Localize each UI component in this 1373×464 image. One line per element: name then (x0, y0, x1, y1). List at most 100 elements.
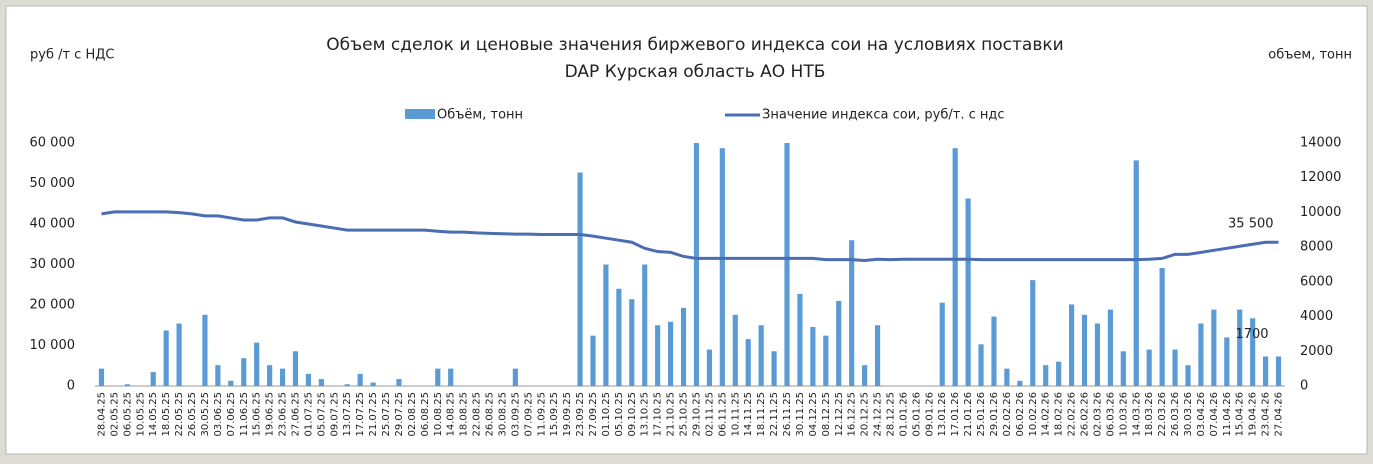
bar (1224, 337, 1230, 386)
x-tick-label: 26.02.26 (1080, 392, 1091, 437)
x-tick-label: 09.07.25 (329, 392, 340, 437)
x-tick-label: 05.10.25 (614, 392, 625, 437)
x-tick-label: 17.07.25 (355, 392, 366, 437)
bar (279, 368, 286, 386)
x-tick-label: 16.12.25 (847, 392, 858, 437)
x-tick-label: 15.06.25 (252, 392, 263, 437)
bar (590, 335, 596, 386)
bar (1237, 309, 1243, 386)
bar (254, 342, 260, 386)
bar (163, 330, 169, 386)
x-tick-label: 01.01.26 (898, 392, 909, 437)
x-tick-label: 23.04.26 (1261, 392, 1272, 437)
bar (668, 321, 674, 386)
chart-frame (5, 5, 1368, 455)
y2-tick-label: 12000 (1300, 170, 1341, 185)
x-tick-label: 01.10.25 (601, 392, 612, 437)
bar (719, 148, 725, 386)
x-tick-label: 26.08.25 (485, 392, 496, 437)
x-tick-label: 14.02.26 (1041, 392, 1052, 437)
x-tick-label: 06.02.26 (1015, 392, 1026, 437)
x-tick-label: 19.09.25 (562, 392, 573, 437)
x-tick-label: 30.11.25 (795, 392, 806, 437)
y2-tick-label: 4000 (1300, 309, 1333, 324)
bar (862, 365, 868, 386)
bar (1030, 280, 1036, 386)
bar (1068, 304, 1075, 386)
bar (176, 323, 182, 386)
bar (991, 316, 997, 386)
annotation: 35 500 (1228, 217, 1274, 232)
y2-tick-label: 10000 (1300, 205, 1341, 220)
x-tick-label: 22.03.26 (1157, 392, 1168, 437)
x-tick-label: 02.05.25 (109, 392, 120, 437)
x-tick-label: 05.01.26 (911, 392, 922, 437)
x-tick-label: 07.04.26 (1209, 392, 1220, 437)
x-tick-label: 10.03.26 (1118, 392, 1129, 437)
x-tick-label: 10.05.25 (135, 392, 146, 437)
bar (396, 379, 402, 386)
x-tick-label: 30.05.25 (200, 392, 211, 437)
bar (241, 358, 247, 386)
x-tick-label: 10.11.25 (730, 392, 741, 437)
bar (1004, 368, 1010, 386)
bar (150, 372, 156, 386)
x-tick-label: 13.07.25 (342, 392, 353, 437)
x-tick-label: 18.11.25 (756, 392, 767, 437)
y2-tick-label: 14000 (1300, 136, 1341, 151)
x-tick-label: 26.11.25 (782, 392, 793, 437)
x-tick-label: 06.11.25 (717, 392, 728, 437)
x-tick-label: 09.01.26 (924, 392, 935, 437)
x-tick-label: 10.08.25 (433, 392, 444, 437)
x-tick-label: 12.12.25 (834, 392, 845, 437)
x-tick-label: 07.06.25 (226, 392, 237, 437)
bar (836, 300, 842, 386)
bar (1120, 351, 1126, 386)
bar (823, 335, 829, 386)
x-tick-label: 02.03.26 (1092, 392, 1103, 437)
x-tick-label: 10.02.26 (1028, 392, 1039, 437)
line (101, 210, 1279, 262)
x-tick-label: 29.01.26 (989, 392, 1000, 437)
x-tick-label: 26.05.25 (187, 392, 198, 437)
bar (1185, 365, 1191, 386)
x-tick-label: 17.01.26 (950, 392, 961, 437)
x-tick-label: 19.06.25 (265, 392, 276, 437)
bar (1263, 356, 1269, 386)
y-tick-label: 10 000 (30, 338, 76, 353)
x-tick-label: 28.04.25 (96, 392, 107, 437)
y2-tick-label: 6000 (1300, 274, 1333, 289)
bar (655, 325, 661, 386)
x-tick-label: 29.10.25 (691, 392, 702, 437)
bar (874, 325, 881, 386)
bar (1133, 160, 1139, 386)
bar (693, 143, 700, 386)
bar (1081, 314, 1088, 386)
legend-label: Значение индекса сои, руб/т. с ндс (762, 108, 1005, 123)
x-tick-label: 15.09.25 (549, 392, 560, 437)
bar (784, 143, 790, 386)
x-tick-label: 05.07.25 (316, 392, 327, 437)
x-tick-label: 17.10.25 (653, 392, 664, 437)
x-tick-label: 28.12.25 (885, 392, 896, 437)
x-tick-label: 14.03.26 (1131, 392, 1142, 437)
x-tick-label: 18.05.25 (161, 392, 172, 437)
x-tick-label: 22.05.25 (174, 392, 185, 437)
bar (98, 368, 105, 386)
x-tick-label: 22.11.25 (769, 392, 780, 437)
y2-axis-label: объем, тонн (1268, 48, 1352, 63)
x-tick-label: 11.04.26 (1222, 392, 1233, 437)
bar (202, 314, 208, 386)
bar (1250, 318, 1256, 386)
bar (344, 384, 350, 386)
bar (1056, 361, 1062, 386)
bar (305, 373, 312, 386)
x-tick-label: 13.01.26 (937, 392, 948, 437)
x-tick-label: 06.03.26 (1105, 392, 1116, 437)
x-tick-label: 13.10.25 (640, 392, 651, 437)
bar (448, 368, 454, 386)
bar (603, 264, 609, 386)
x-tick-label: 22.02.26 (1067, 392, 1078, 437)
x-tick-label: 14.05.25 (148, 392, 159, 437)
